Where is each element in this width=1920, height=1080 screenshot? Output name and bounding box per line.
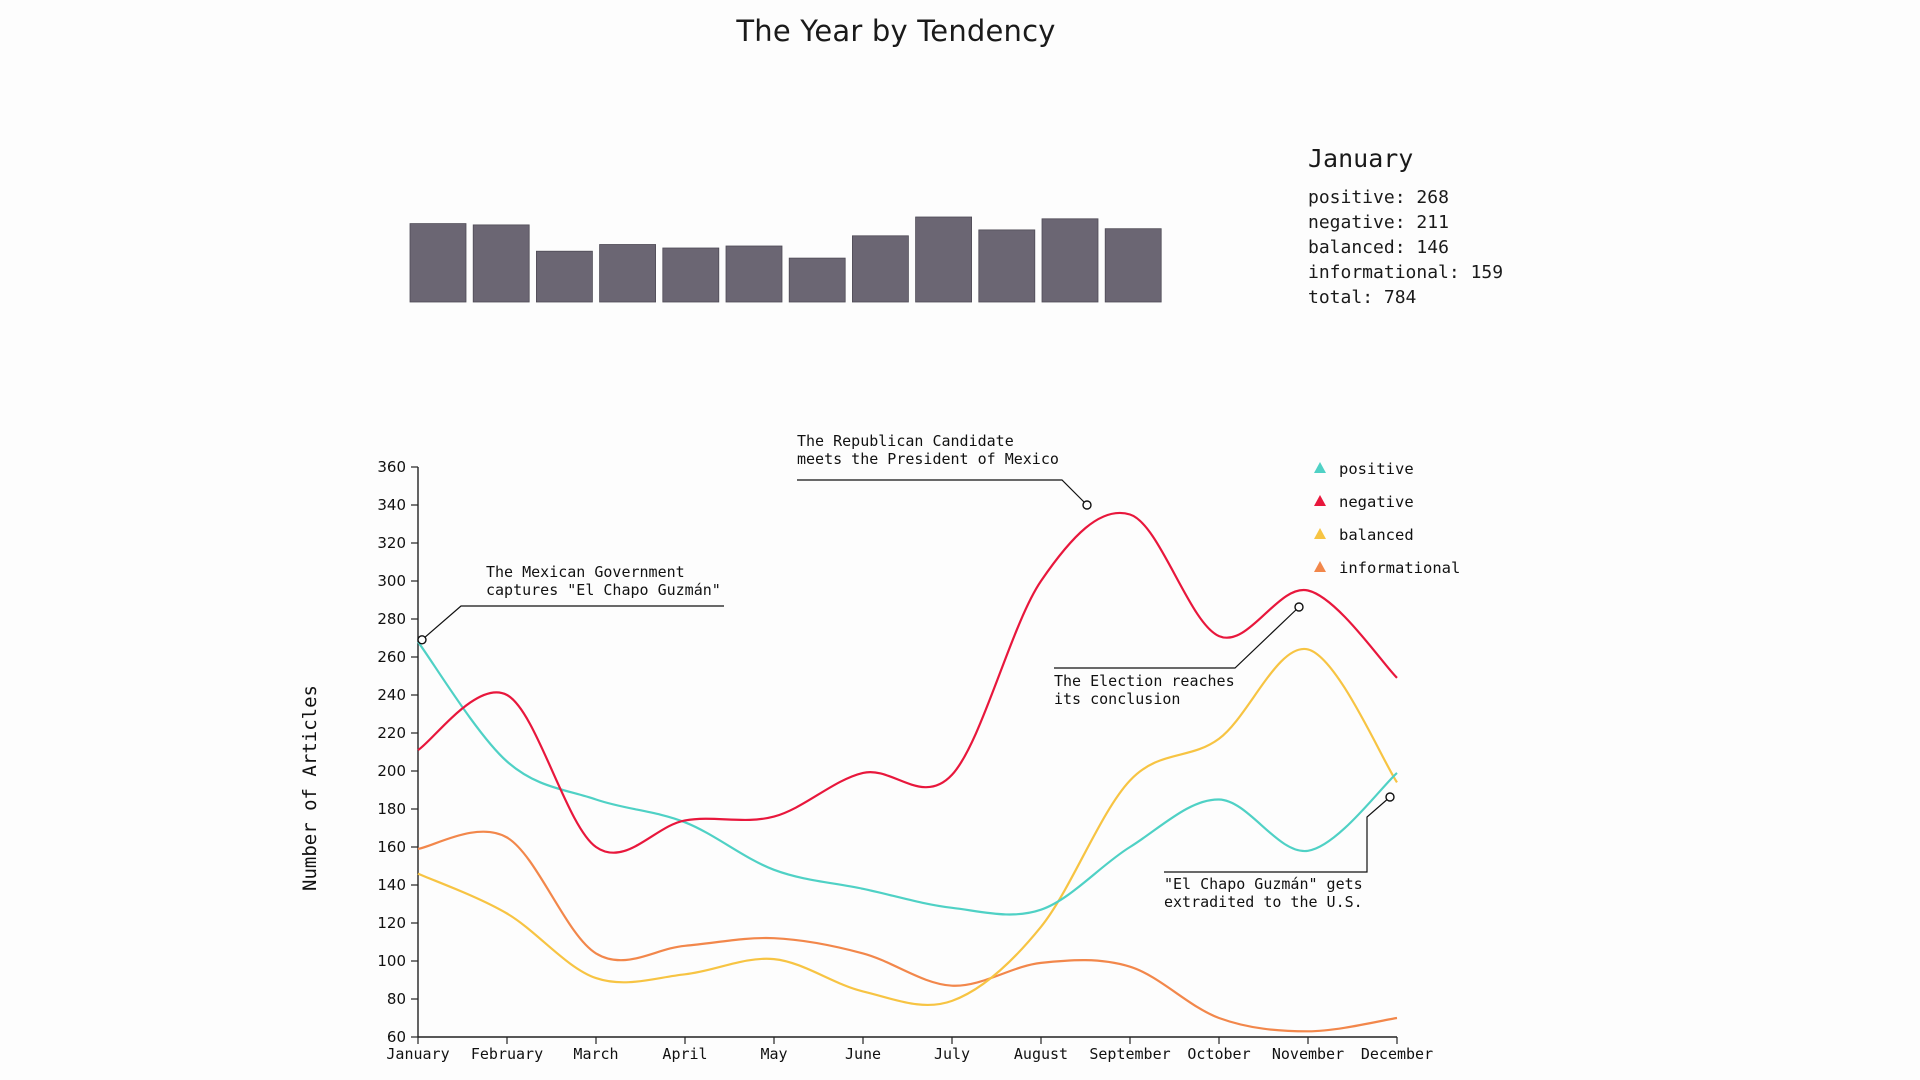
annotation-text: captures "El Chapo Guzmán" xyxy=(486,581,721,599)
summary-row-negative: negative: 211 xyxy=(1308,212,1449,233)
legend-label-positive: positive xyxy=(1339,460,1414,478)
annotation-text: "El Chapo Guzmán" gets xyxy=(1164,875,1363,893)
legend-marker-balanced xyxy=(1314,528,1326,539)
bar-september[interactable] xyxy=(915,216,972,303)
x-tick-label: July xyxy=(934,1045,970,1063)
summary-label: negative xyxy=(1308,212,1395,233)
annotation-text: its conclusion xyxy=(1054,690,1180,708)
legend-label-negative: negative xyxy=(1339,493,1414,511)
y-tick-label: 340 xyxy=(377,496,406,514)
annotation-text: The Republican Candidate xyxy=(797,432,1014,450)
series-line-informational[interactable] xyxy=(417,830,1398,1033)
summary-label: informational xyxy=(1308,262,1449,283)
summary-label: total xyxy=(1308,287,1363,308)
bar-may[interactable] xyxy=(662,247,720,303)
annotation-marker xyxy=(1385,792,1395,802)
bar-february[interactable] xyxy=(472,224,530,303)
y-tick-label: 300 xyxy=(377,572,406,590)
series-line-negative[interactable] xyxy=(417,511,1398,854)
annotation-marker xyxy=(1294,602,1304,612)
legend-label-balanced: balanced xyxy=(1339,526,1414,544)
summary-row-positive: positive: 268 xyxy=(1308,187,1449,208)
summary-row-total: total: 784 xyxy=(1308,287,1417,308)
y-tick-label: 260 xyxy=(377,648,406,666)
summary-label: positive xyxy=(1308,187,1395,208)
x-tick-label: March xyxy=(573,1045,618,1063)
y-tick-label: 80 xyxy=(387,990,406,1008)
y-tick-label: 160 xyxy=(377,838,406,856)
bar-april[interactable] xyxy=(599,244,656,303)
y-tick-label: 140 xyxy=(377,876,406,894)
x-tick-label: June xyxy=(845,1045,881,1063)
bar-march[interactable] xyxy=(536,250,593,303)
summary-value: 159 xyxy=(1470,262,1504,283)
x-tick-label: November xyxy=(1272,1045,1344,1063)
x-tick-label: January xyxy=(386,1045,449,1063)
x-tick-label: May xyxy=(760,1045,787,1063)
y-tick-label: 360 xyxy=(377,458,406,476)
month-summary-panel: January positive: 268 negative: 211 bala… xyxy=(1308,144,1503,310)
y-axis-label: Number of Articles xyxy=(299,685,321,891)
y-tick-label: 100 xyxy=(377,952,406,970)
y-tick-label: 60 xyxy=(387,1028,406,1046)
annotation-text: extradited to the U.S. xyxy=(1164,893,1363,911)
y-tick-label: 220 xyxy=(377,724,406,742)
summary-month: January xyxy=(1308,144,1414,173)
bar-june[interactable] xyxy=(725,245,783,303)
y-tick-label: 180 xyxy=(377,800,406,818)
annotation-text: meets the President of Mexico xyxy=(797,450,1059,468)
x-tick-label: February xyxy=(471,1045,543,1063)
bar-december[interactable] xyxy=(1104,228,1162,303)
bar-january[interactable] xyxy=(409,223,467,303)
y-tick-label: 280 xyxy=(377,610,406,628)
y-tick-label: 200 xyxy=(377,762,406,780)
summary-value: 146 xyxy=(1416,237,1449,258)
bar-july[interactable] xyxy=(788,257,846,303)
x-tick-label: October xyxy=(1187,1045,1250,1063)
page-title: The Year by Tendency xyxy=(736,14,1056,48)
y-tick-label: 240 xyxy=(377,686,406,704)
legend-marker-negative xyxy=(1314,495,1326,506)
summary-row-informational: informational: 159 xyxy=(1308,262,1504,283)
annotation-marker xyxy=(417,635,427,645)
summary-row-balanced: balanced: 146 xyxy=(1308,237,1449,258)
summary-value: 211 xyxy=(1416,212,1449,233)
bar-october[interactable] xyxy=(978,229,1036,303)
x-tick-label: April xyxy=(662,1045,707,1063)
x-tick-label: September xyxy=(1089,1045,1170,1063)
summary-value: 784 xyxy=(1383,287,1417,308)
x-tick-label: August xyxy=(1014,1045,1068,1063)
x-tick-label: December xyxy=(1361,1045,1433,1063)
annotation-text: The Mexican Government xyxy=(486,563,685,581)
annotation-marker xyxy=(1082,500,1092,510)
series-line-positive[interactable] xyxy=(417,641,1398,916)
summary-label: balanced xyxy=(1308,237,1395,258)
legend-marker-positive xyxy=(1314,462,1326,473)
series-line-balanced[interactable] xyxy=(417,648,1398,1007)
bar-august[interactable] xyxy=(852,235,909,303)
annotation-leader xyxy=(1054,606,1300,669)
annotation-leader xyxy=(421,605,724,641)
legend-marker-informational xyxy=(1314,561,1326,572)
annotation-leader xyxy=(1164,796,1391,873)
summary-value: 268 xyxy=(1416,187,1449,208)
y-tick-label: 120 xyxy=(377,914,406,932)
bar-november[interactable] xyxy=(1041,218,1099,303)
y-tick-label: 320 xyxy=(377,534,406,552)
annotation-leader xyxy=(797,479,1088,506)
legend-label-informational: informational xyxy=(1339,559,1460,577)
annotation-text: The Election reaches xyxy=(1054,672,1235,690)
